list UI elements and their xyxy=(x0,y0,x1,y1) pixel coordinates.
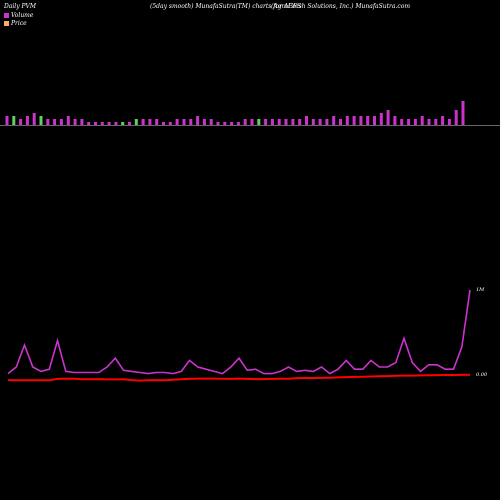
volume-bar xyxy=(257,119,261,125)
volume-bar xyxy=(209,119,213,125)
legend-volume: Volume xyxy=(4,12,33,19)
volume-bar xyxy=(236,122,240,125)
volume-bar xyxy=(12,116,16,125)
volume-bar xyxy=(386,110,390,125)
volume-bar xyxy=(189,119,193,125)
volume-bar xyxy=(447,119,451,125)
volume-bar xyxy=(230,122,234,125)
volume-bar xyxy=(345,116,349,125)
volume-bar xyxy=(339,119,342,125)
volume-bar xyxy=(298,119,302,125)
volume-bar xyxy=(413,119,417,125)
chart-header-right: (AgroFresh Solutions, Inc.) MunafaSutra.… xyxy=(271,3,411,10)
volume-bar xyxy=(352,116,356,125)
volume-bar xyxy=(32,113,36,125)
volume-bar xyxy=(100,122,104,125)
volume-bar xyxy=(121,122,125,125)
volume-bar xyxy=(400,119,404,125)
volume-bar xyxy=(87,122,91,125)
volume-bar xyxy=(66,116,70,125)
volume-bar xyxy=(128,122,131,125)
volume-bar xyxy=(80,119,84,125)
volume-bar xyxy=(148,119,152,125)
legend-volume-label: Volume xyxy=(11,12,34,19)
price-line xyxy=(7,373,471,382)
chart-header-left: Daily PVM xyxy=(4,3,37,10)
volume-bar xyxy=(264,119,268,125)
right-axis-label-top: 1M xyxy=(476,287,485,293)
volume-bar xyxy=(332,116,336,125)
volume-bar xyxy=(318,119,322,125)
legend-volume-swatch xyxy=(4,13,9,18)
volume-bar xyxy=(250,119,254,125)
volume-bar xyxy=(141,119,145,125)
volume-bar xyxy=(46,119,50,125)
volume-bar xyxy=(243,119,247,125)
legend-price-swatch xyxy=(4,21,9,26)
volume-bar xyxy=(291,119,295,125)
volume-bar xyxy=(196,116,200,125)
volume-bar xyxy=(461,101,465,125)
volume-bar xyxy=(311,119,315,125)
volume-bar xyxy=(59,119,63,125)
volume-bar xyxy=(277,119,281,125)
volume-bar xyxy=(305,116,308,125)
volume-bar xyxy=(427,119,431,125)
volume-bar xyxy=(454,110,458,125)
volume-bar xyxy=(168,122,172,125)
volume-bar xyxy=(270,119,274,125)
volume-bar xyxy=(5,116,9,125)
volume-bar xyxy=(441,116,445,125)
volume-bar xyxy=(393,116,397,125)
volume-bar xyxy=(407,119,411,125)
volume-bar xyxy=(94,122,97,125)
volume-line xyxy=(7,289,471,375)
volume-bar xyxy=(420,116,424,125)
legend-price-label: Price xyxy=(11,20,27,27)
volume-bar xyxy=(39,116,43,125)
volume-bar xyxy=(359,116,363,125)
volume-bar xyxy=(366,116,370,125)
volume-bar xyxy=(107,122,111,125)
volume-bar xyxy=(19,119,23,125)
volume-bar xyxy=(284,119,288,125)
volume-bar xyxy=(379,113,383,125)
volume-bar xyxy=(175,119,179,125)
volume-bar xyxy=(223,122,227,125)
volume-bar xyxy=(202,119,206,125)
volume-bar xyxy=(155,119,159,125)
volume-bar xyxy=(134,119,138,125)
legend-price: Price xyxy=(4,20,27,27)
volume-bar xyxy=(162,122,165,125)
chart-header-center: (5day smooth) MunafaSutra(TM) charts for… xyxy=(150,3,302,10)
volume-bar xyxy=(373,116,376,125)
volume-bars xyxy=(5,101,465,125)
volume-bar xyxy=(434,119,438,125)
volume-bar xyxy=(216,122,220,125)
volume-bar xyxy=(114,122,118,125)
right-axis-label-bottom: 0.00 xyxy=(476,372,488,378)
volume-bar xyxy=(53,119,57,125)
volume-bar xyxy=(325,119,329,125)
volume-bar xyxy=(25,116,29,125)
volume-bar xyxy=(182,119,186,125)
volume-bar xyxy=(73,119,77,125)
